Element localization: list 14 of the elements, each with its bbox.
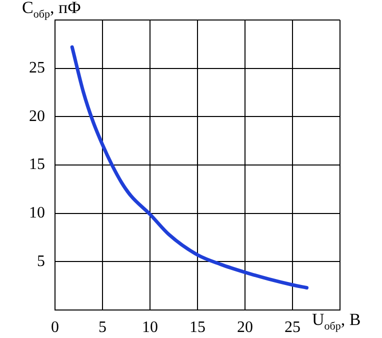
x-tick-label: 20 (237, 318, 253, 336)
y-tick-label: 25 (29, 60, 45, 77)
x-tick-label: 25 (284, 318, 300, 336)
y-tick-label: 20 (29, 108, 45, 125)
x-tick-label: 15 (190, 318, 206, 336)
line-series (70, 45, 308, 290)
x-tick-label: 10 (142, 318, 158, 336)
y-tick-label: 15 (29, 156, 45, 174)
y-tick-label: 10 (29, 204, 45, 222)
y-tick-label: 5 (37, 252, 45, 270)
x-tick-label: 0 (51, 318, 59, 336)
y-axis-title: C$_{обр}$, пФ (22, 0, 81, 20)
x-tick-label: 5 (98, 318, 106, 336)
x-axis-title: U$_{обр}$, В (312, 310, 361, 332)
